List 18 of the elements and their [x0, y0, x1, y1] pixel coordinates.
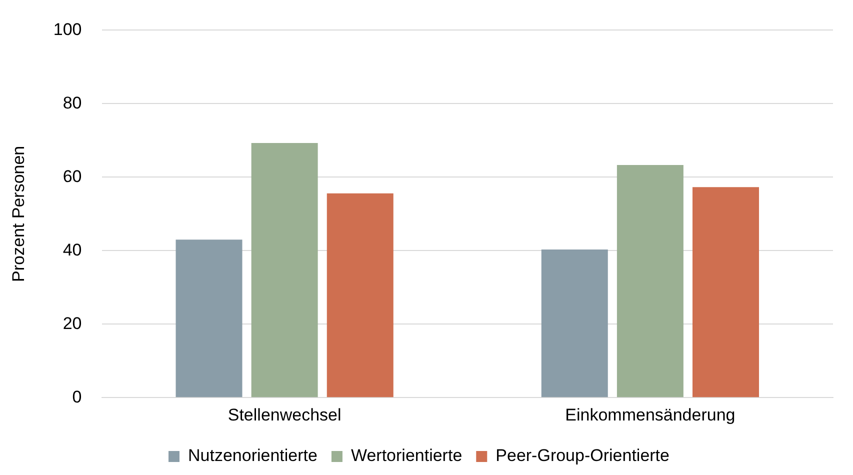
bar: [176, 240, 242, 398]
y-tick-label: 60: [62, 166, 82, 186]
bar: [692, 187, 759, 398]
bar: [251, 142, 318, 398]
bar: [616, 165, 684, 398]
legend-label: Peer-Group-Orientierte: [496, 446, 670, 466]
legend-label: Nutzenorientierte: [188, 446, 318, 466]
x-tick-label: Einkommensänderung: [565, 405, 736, 424]
x-tick-label: Stellenwechsel: [228, 405, 342, 424]
legend-label: Wertorientierte: [350, 446, 462, 466]
bar: [541, 250, 608, 398]
y-tick-label: 0: [72, 387, 82, 406]
y-tick-label: 100: [53, 20, 82, 39]
y-tick-label: 40: [62, 240, 82, 260]
bar: [326, 193, 394, 398]
y-tick-label: 80: [62, 93, 82, 112]
y-tick-label: 20: [62, 314, 82, 333]
y-axis-title: Prozent Personen: [8, 146, 28, 282]
